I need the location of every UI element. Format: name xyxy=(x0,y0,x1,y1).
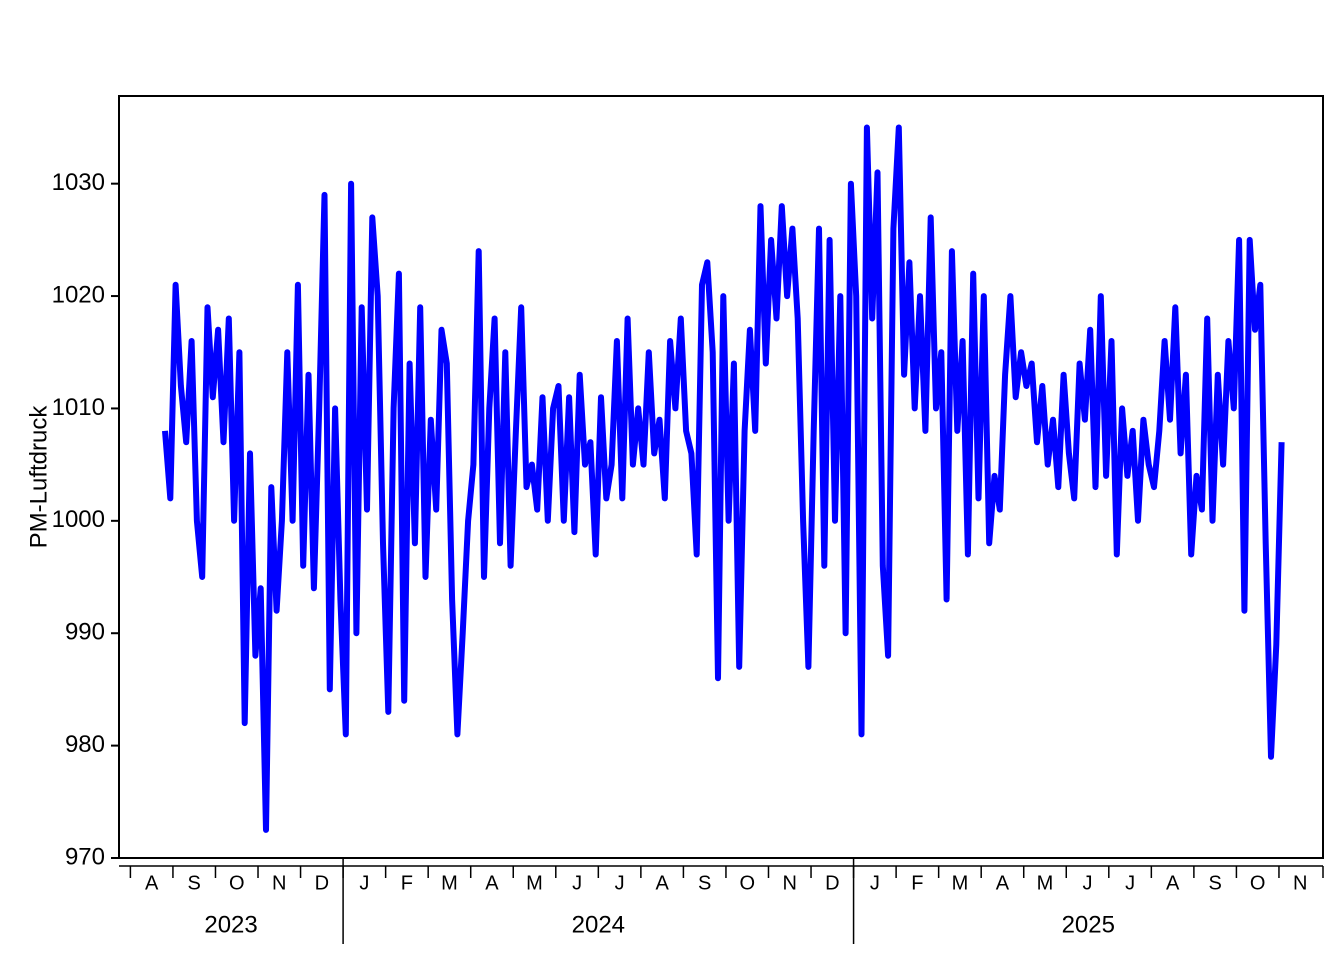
x-tick-label: A xyxy=(145,872,159,894)
y-tick-label: 990 xyxy=(65,619,105,646)
x-tick-label: A xyxy=(485,872,499,894)
x-tick-label: M xyxy=(526,872,543,894)
y-tick-label: 1000 xyxy=(52,506,105,533)
data-line xyxy=(162,124,1285,833)
x-tick-label: S xyxy=(188,872,201,894)
x-tick-label: A xyxy=(996,872,1010,894)
y-tick-label: 1010 xyxy=(52,394,105,421)
x-tick-label: J xyxy=(1083,872,1093,894)
x-tick-label: A xyxy=(1166,872,1180,894)
y-tick-label: 1020 xyxy=(52,281,105,308)
x-tick-label: N xyxy=(272,872,286,894)
year-label: 2023 xyxy=(204,911,257,938)
x-tick-label: D xyxy=(825,872,839,894)
x-tick-label: O xyxy=(1250,872,1266,894)
x-tick-label: D xyxy=(315,872,329,894)
x-tick-label: A xyxy=(655,872,669,894)
x-tick-label: O xyxy=(229,872,245,894)
x-tick-label: M xyxy=(441,872,458,894)
x-tick-label: F xyxy=(401,872,413,894)
year-label: 2025 xyxy=(1062,911,1115,938)
x-tick-label: M xyxy=(1037,872,1054,894)
x-tick-label: F xyxy=(911,872,923,894)
x-tick-label: N xyxy=(783,872,797,894)
x-tick-label: M xyxy=(952,872,969,894)
y-axis-label: PM-Luftdruck xyxy=(25,405,52,549)
y-tick-label: 970 xyxy=(65,843,105,870)
x-tick-label: J xyxy=(572,872,582,894)
x-tick-label: J xyxy=(359,872,369,894)
x-tick-label: S xyxy=(1208,872,1221,894)
plot-frame xyxy=(118,95,1324,859)
year-label: 2024 xyxy=(572,911,625,938)
x-tick-label: J xyxy=(615,872,625,894)
y-tick-label: 980 xyxy=(65,731,105,758)
x-tick-label: O xyxy=(739,872,755,894)
x-tick-label: N xyxy=(1293,872,1307,894)
y-tick-label: 1030 xyxy=(52,169,105,196)
x-tick-label: J xyxy=(1125,872,1135,894)
x-tick-label: J xyxy=(870,872,880,894)
x-tick-label: S xyxy=(698,872,711,894)
